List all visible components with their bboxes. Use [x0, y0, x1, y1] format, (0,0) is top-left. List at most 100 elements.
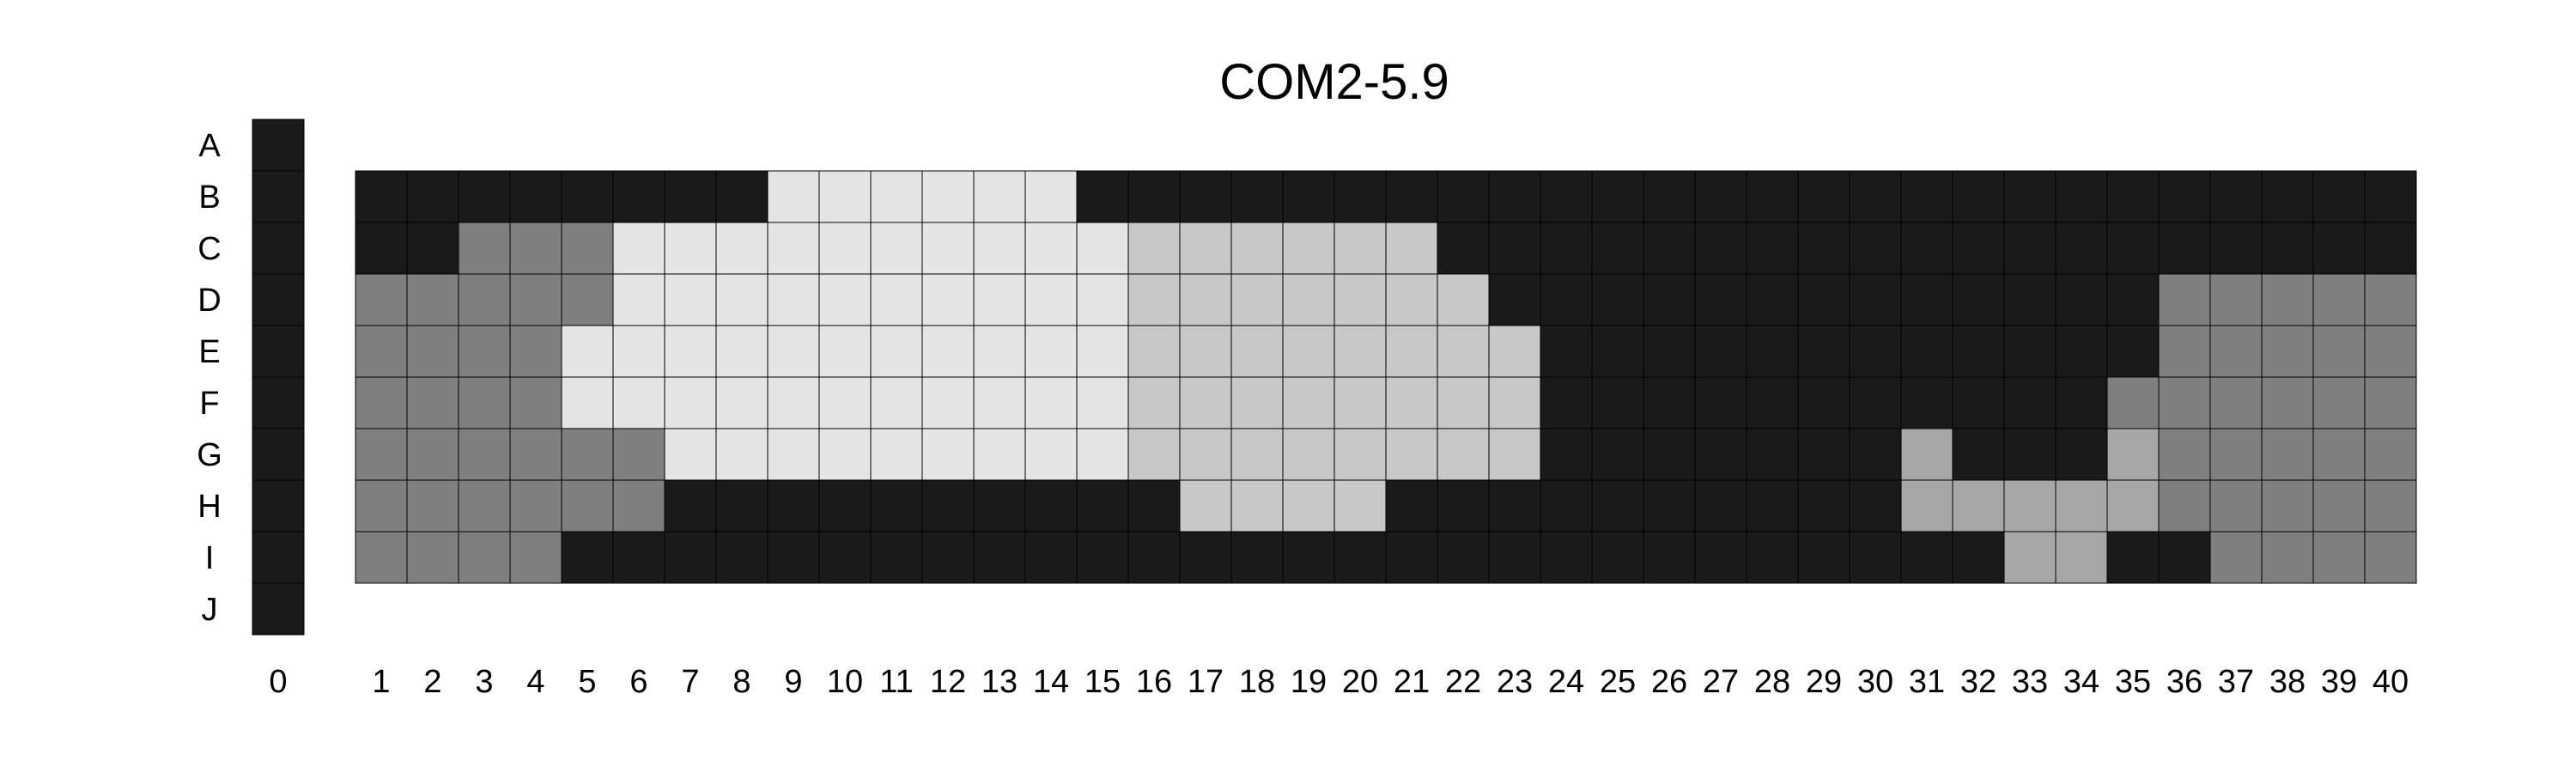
heatmap-cell-C-29	[1797, 222, 1850, 275]
heatmap-cell-I-11	[870, 531, 923, 584]
heatmap-cell-E-5	[561, 325, 614, 378]
column-label-9: 9	[784, 664, 802, 700]
column-label-5: 5	[578, 664, 596, 700]
heatmap-cell-D-30	[1849, 273, 1902, 326]
heatmap-cell-F-16	[1127, 376, 1181, 429]
heatmap-cell-B-38	[2261, 170, 2314, 223]
heatmap-cell-D-29	[1797, 273, 1850, 326]
heatmap-cell-H-12	[921, 479, 975, 533]
heatmap-cell-E-1	[355, 325, 408, 378]
heatmap-cell-H-7	[664, 479, 717, 533]
heatmap-cell-F-34	[2055, 376, 2108, 429]
heatmap-cell-B-36	[2158, 170, 2211, 223]
heatmap-cell-H-31	[1900, 479, 1953, 533]
heatmap-cell-E-22	[1437, 325, 1490, 378]
heatmap-cell-E-32	[1952, 325, 2005, 378]
heatmap-cell-G-33	[2003, 428, 2057, 481]
heatmap-cell-F-2	[406, 376, 459, 429]
heatmap-cell-C-31	[1900, 222, 1953, 275]
column-label-19: 19	[1291, 664, 1327, 700]
heatmap-cell-D-16	[1127, 273, 1181, 326]
heatmap-cell-D-37	[2209, 273, 2263, 326]
column-label-40: 40	[2372, 664, 2409, 700]
heatmap-cell-I-30	[1849, 531, 1902, 584]
heatmap-cell-H-13	[973, 479, 1026, 533]
heatmap-cell-H-30	[1849, 479, 1902, 533]
column-label-26: 26	[1651, 664, 1687, 700]
heatmap-cell-D-22	[1437, 273, 1490, 326]
heatmap-cell-D-31	[1900, 273, 1953, 326]
heatmap-cell-G-1	[355, 428, 408, 481]
heatmap-cell-F-31	[1900, 376, 1953, 429]
heatmap-cell-H-39	[2312, 479, 2366, 533]
heatmap-cell-C-8	[715, 222, 769, 275]
heatmap-cell-I-33	[2003, 531, 2057, 584]
heatmap-cell-H-16	[1127, 479, 1181, 533]
heatmap-cell-C-7	[664, 222, 717, 275]
column-label-39: 39	[2321, 664, 2357, 700]
heatmap-cell-D-38	[2261, 273, 2314, 326]
heatmap-cell-G-3	[458, 428, 511, 481]
heatmap-cell-C-3	[458, 222, 511, 275]
heatmap-cell-H-26	[1643, 479, 1696, 533]
heatmap-cell-G-5	[561, 428, 614, 481]
heatmap-cell-C-17	[1179, 222, 1232, 275]
heatmap-cell-B-12	[921, 170, 975, 223]
heatmap-cell-B-33	[2003, 170, 2057, 223]
heatmap-cell-B-35	[2106, 170, 2160, 223]
heatmap-cell-I-38	[2261, 531, 2314, 584]
heatmap-cell-G-21	[1385, 428, 1438, 481]
column-label-3: 3	[475, 664, 493, 700]
heatmap-cell-I-2	[406, 531, 459, 584]
heatmap-cell-C-12	[921, 222, 975, 275]
heatmap-cell-D-34	[2055, 273, 2108, 326]
heatmap-cell-H-36	[2158, 479, 2211, 533]
heatmap-cell-I-19	[1282, 531, 1335, 584]
heatmap-cell-B-26	[1643, 170, 1696, 223]
heatmap-cell-C-27	[1694, 222, 1747, 275]
heatmap-cell-D-1	[355, 273, 408, 326]
heatmap-cell-E-21	[1385, 325, 1438, 378]
heatmap-cell-G-14	[1024, 428, 1078, 481]
heatmap-cell-H-22	[1437, 479, 1490, 533]
chart-title: COM2-5.9	[1219, 54, 1449, 110]
heatmap-cell-C-39	[2312, 222, 2366, 275]
heatmap-cell-B-5	[561, 170, 614, 223]
column-label-22: 22	[1445, 664, 1481, 700]
heatmap-cell-B-21	[1385, 170, 1438, 223]
heatmap-cell-C-11	[870, 222, 923, 275]
row-label-B: B	[198, 180, 220, 216]
heatmap-cell-H-29	[1797, 479, 1850, 533]
heatmap-cell-F-39	[2312, 376, 2366, 429]
heatmap-cell-I-10	[818, 531, 872, 584]
heatmap-cell-E-25	[1591, 325, 1644, 378]
heatmap-cell-H-27	[1694, 479, 1747, 533]
heatmap-cell-H-3	[458, 479, 511, 533]
heatmap-cell-C-4	[509, 222, 562, 275]
heatmap-cell-D-9	[767, 273, 820, 326]
heatmap-cell-B-22	[1437, 170, 1490, 223]
column-label-33: 33	[2012, 664, 2048, 700]
heatmap-cell-I-18	[1230, 531, 1284, 584]
heatmap-cell-G-11	[870, 428, 923, 481]
heatmap-cell-C-0	[252, 222, 305, 275]
heatmap-cell-F-25	[1591, 376, 1644, 429]
heatmap-cell-G-39	[2312, 428, 2366, 481]
column-label-0: 0	[269, 664, 287, 700]
heatmap-cell-D-5	[561, 273, 614, 326]
heatmap-cell-G-23	[1488, 428, 1541, 481]
heatmap-cell-B-3	[458, 170, 511, 223]
heatmap-cell-I-8	[715, 531, 769, 584]
heatmap-cell-G-22	[1437, 428, 1490, 481]
heatmap-cell-G-24	[1540, 428, 1593, 481]
heatmap-cell-G-27	[1694, 428, 1747, 481]
heatmap-cell-H-5	[561, 479, 614, 533]
heatmap-cell-E-30	[1849, 325, 1902, 378]
heatmap-cell-I-32	[1952, 531, 2005, 584]
heatmap-cell-H-37	[2209, 479, 2263, 533]
heatmap-cell-F-9	[767, 376, 820, 429]
heatmap-cell-B-16	[1127, 170, 1181, 223]
column-label-11: 11	[879, 664, 913, 700]
heatmap-cell-F-1	[355, 376, 408, 429]
